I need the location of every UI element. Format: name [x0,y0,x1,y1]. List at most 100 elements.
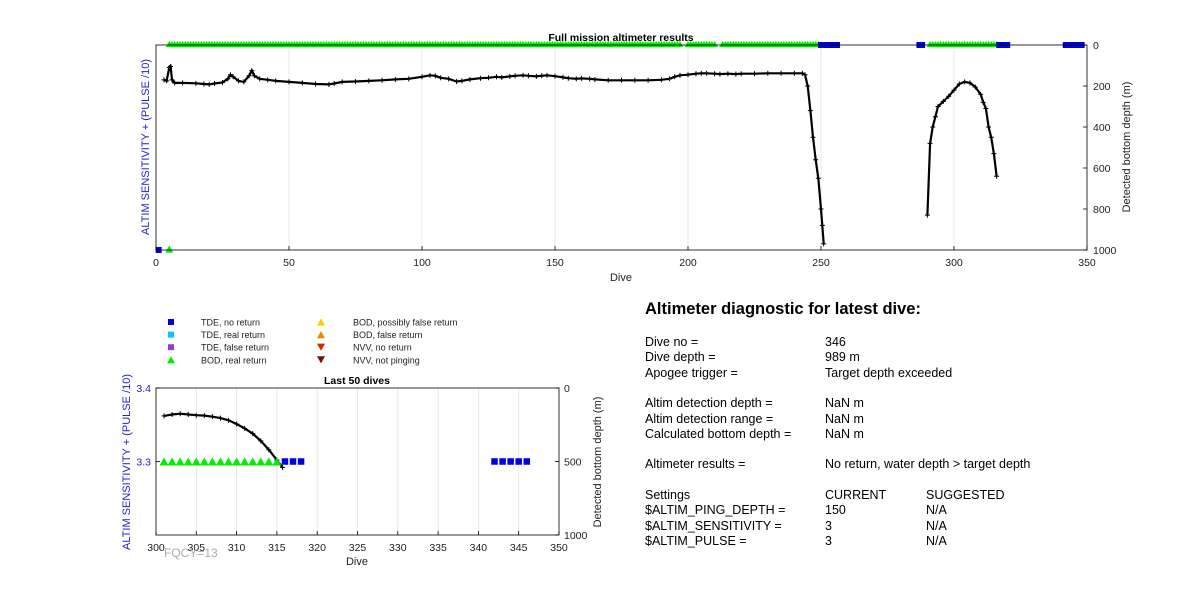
depth-point [525,73,531,79]
depth-point [406,76,412,82]
depth-point [180,80,186,86]
x-tick-label: 350 [550,542,568,554]
y-tick-label: 0 [564,383,570,395]
depth-point [552,73,558,79]
setting-suggested: N/A [926,503,947,518]
bod-real-return-marker [167,457,177,466]
x-tick-label: 250 [812,257,830,269]
depth-point [605,77,611,83]
depth-point [994,173,1000,179]
apogee-value: Target depth exceeded [825,365,953,380]
depth-point [486,75,491,81]
depth-point [810,134,816,140]
depth-point [161,77,167,83]
depth-point [331,81,337,87]
depth-point [693,71,699,77]
depth-point [225,76,231,82]
depth-point [980,99,986,105]
settings-label: Settings [645,487,691,502]
depth-point [677,72,683,78]
depth-series-line [163,412,284,469]
bod-real-return-marker [232,457,242,466]
legend-label: NVV, not pinging [353,355,420,365]
depth-point [392,76,398,82]
setting-current: 3 [825,533,832,548]
y-tick-label: 0 [1093,40,1099,52]
depth-point [818,206,824,212]
y-tick-label: 3.4 [136,383,151,395]
setting-name: $ALTIM_SENSITIVITY = [645,518,782,533]
depth-point [632,77,638,83]
depth-point [951,87,957,93]
bod-real-return-marker [240,457,250,466]
dive-no-label: Dive no = [645,335,699,349]
x-tick-label: 330 [389,542,407,554]
y-tick-label: 1000 [1093,245,1117,257]
bottom-depth-value: NaN m [825,426,864,441]
depth-point [454,78,460,84]
depth-point [573,76,579,82]
y-tick-label: 500 [564,457,582,469]
x-tick-label: 0 [153,257,159,269]
depth-point [273,78,279,84]
depth-point [565,75,571,81]
y-tick-label: 800 [1093,204,1111,216]
depth-point [206,81,212,87]
depth-point [725,71,731,77]
depth-point [419,74,425,80]
depth-point [169,77,175,83]
bottom-chart-title: Last 50 dives [324,375,390,387]
depth-point [266,447,272,453]
bod-real-return-marker [248,457,258,466]
legend-label: NVV, no return [353,343,412,353]
depth-point [983,106,989,112]
top-x-axis-label: Dive [610,272,632,284]
setting-row: $ALTIM_PING_DEPTH = 150 N/A [645,503,1185,518]
legend-triangle-icon [317,318,325,326]
depth-point [717,71,723,77]
depth-point [579,75,585,81]
detection-range-value: NaN m [825,411,864,426]
legend-triangle-icon [167,356,175,364]
tde-no-return-marker [499,458,506,465]
tde-no-return-marker [515,458,522,465]
y-tick-label: 600 [1093,163,1111,175]
depth-point [286,79,292,85]
setting-name: $ALTIM_PULSE = [645,533,747,548]
tde-no-return-marker [523,458,531,465]
bod-real-return-marker [175,457,185,466]
depth-point [935,104,941,109]
legend-label: BOD, false return [353,330,423,340]
diagnostic-heading: Altimeter diagnostic for latest dive: [645,300,921,318]
setting-current: 3 [825,518,832,533]
depth-point [924,212,930,218]
depth-point [227,72,233,78]
depth-point [234,421,240,427]
apogee-row: Apogee trigger = Target depth exceeded [645,366,1185,381]
depth-point [164,78,170,84]
legend-label: TDE, no return [201,318,260,328]
depth-point [326,81,332,87]
depth-point [507,73,513,79]
depth-point [427,72,433,78]
x-tick-label: 325 [349,542,367,554]
depth-point [257,76,263,82]
legend-label: BOD, real return [201,355,267,365]
detection-depth-row: Altim detection depth = NaN m [645,396,1185,411]
depth-point [478,75,484,81]
bottom-depth-label: Calculated bottom depth = [645,426,792,441]
detection-depth-value: NaN m [825,396,864,411]
suggested-header: SUGGESTED [926,487,1005,502]
depth-point [685,72,691,78]
depth-point [299,80,305,86]
depth-point [927,140,933,146]
x-tick-label: 310 [228,542,246,554]
depth-point [962,79,968,85]
depth-point [512,73,518,79]
setting-suggested: N/A [926,518,947,533]
tde-no-return-marker [507,458,514,465]
setting-suggested: N/A [926,533,947,548]
depth-point [217,415,223,421]
dive-no-row: Dive no = 346 [645,335,1185,350]
depth-point [738,71,744,77]
